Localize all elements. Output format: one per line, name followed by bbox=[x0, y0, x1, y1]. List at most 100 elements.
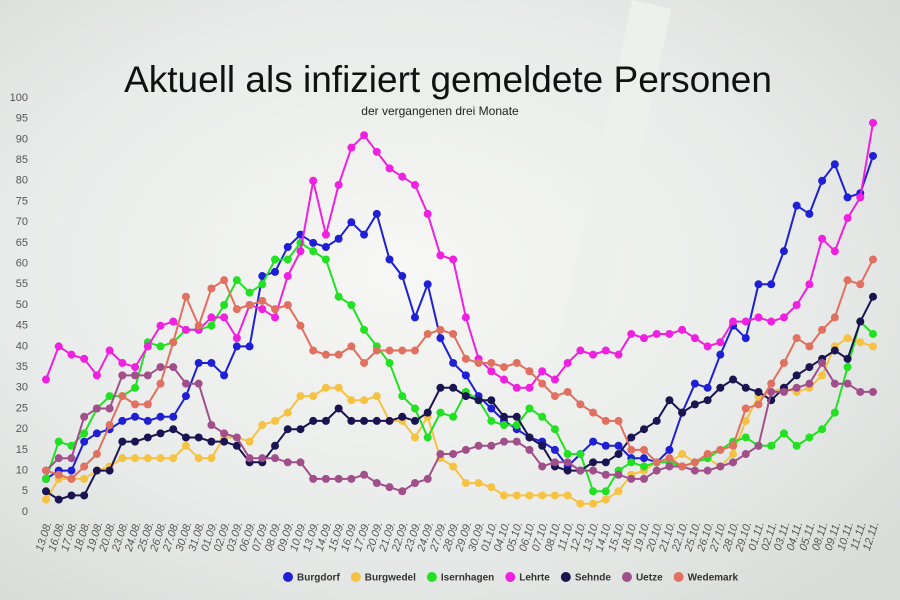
data-point bbox=[296, 425, 305, 434]
data-point bbox=[818, 234, 827, 243]
data-point bbox=[347, 342, 356, 351]
data-point bbox=[487, 358, 496, 367]
data-point bbox=[779, 247, 788, 256]
data-point bbox=[181, 433, 190, 442]
background-straw bbox=[544, 0, 672, 420]
data-point bbox=[156, 429, 165, 438]
data-point bbox=[576, 346, 585, 355]
data-point bbox=[550, 392, 559, 401]
data-point bbox=[321, 474, 330, 483]
data-point bbox=[652, 466, 661, 475]
legend-label: Burgwedel bbox=[365, 573, 416, 584]
data-point bbox=[92, 429, 101, 438]
data-point bbox=[156, 454, 165, 463]
data-point bbox=[716, 462, 725, 471]
data-point bbox=[372, 346, 381, 355]
data-point bbox=[54, 342, 63, 351]
legend-swatch bbox=[621, 572, 632, 582]
data-point bbox=[614, 450, 623, 459]
data-point bbox=[474, 396, 483, 405]
data-point bbox=[309, 474, 318, 483]
data-point bbox=[601, 470, 610, 479]
data-point bbox=[143, 416, 152, 425]
data-point bbox=[283, 301, 292, 309]
data-point bbox=[207, 313, 216, 322]
data-point bbox=[550, 375, 559, 384]
data-point bbox=[80, 354, 89, 363]
data-point bbox=[271, 441, 280, 450]
data-point bbox=[639, 425, 648, 434]
data-point bbox=[321, 243, 330, 252]
data-point bbox=[792, 383, 801, 392]
data-point bbox=[372, 392, 381, 401]
data-point bbox=[207, 437, 216, 446]
data-point bbox=[67, 454, 76, 463]
data-point bbox=[360, 416, 369, 425]
data-point bbox=[487, 396, 496, 405]
data-point bbox=[347, 474, 356, 483]
data-point bbox=[563, 450, 572, 459]
data-point bbox=[449, 329, 458, 338]
data-point bbox=[792, 201, 801, 210]
data-point bbox=[589, 466, 598, 475]
data-point bbox=[474, 358, 483, 367]
data-point bbox=[283, 408, 292, 417]
y-tick-label: 35 bbox=[16, 361, 28, 373]
data-point bbox=[805, 209, 814, 218]
data-point bbox=[818, 325, 827, 334]
data-point bbox=[729, 458, 738, 467]
data-point bbox=[538, 491, 547, 500]
data-point bbox=[690, 334, 699, 343]
data-point bbox=[131, 383, 140, 392]
data-point bbox=[550, 491, 559, 500]
data-point bbox=[678, 408, 687, 417]
data-point bbox=[678, 450, 687, 459]
y-tick-label: 40 bbox=[16, 340, 28, 352]
data-point bbox=[525, 404, 534, 413]
data-point bbox=[372, 416, 381, 425]
data-point bbox=[271, 305, 280, 314]
data-point bbox=[729, 375, 738, 384]
data-point bbox=[843, 334, 852, 343]
data-point bbox=[67, 466, 76, 475]
data-point bbox=[54, 495, 63, 504]
data-point bbox=[869, 342, 877, 351]
data-point bbox=[296, 458, 305, 467]
data-point bbox=[461, 479, 470, 488]
data-point bbox=[54, 454, 63, 463]
data-point bbox=[334, 404, 343, 413]
data-point bbox=[271, 267, 280, 276]
data-point bbox=[601, 487, 610, 496]
data-point bbox=[576, 499, 585, 508]
data-point bbox=[767, 280, 776, 289]
data-point bbox=[665, 396, 674, 405]
data-point bbox=[271, 313, 280, 322]
data-point bbox=[538, 462, 547, 471]
data-point bbox=[334, 180, 343, 189]
data-point bbox=[360, 325, 369, 334]
data-point bbox=[627, 433, 636, 442]
data-point bbox=[220, 313, 229, 322]
data-point bbox=[194, 379, 203, 388]
data-point bbox=[703, 450, 712, 459]
data-point bbox=[360, 131, 369, 140]
data-point bbox=[220, 429, 229, 438]
data-point bbox=[487, 441, 496, 450]
y-tick-label: 95 bbox=[16, 113, 28, 125]
y-tick-label: 30 bbox=[16, 382, 28, 394]
data-point bbox=[309, 247, 318, 256]
data-point bbox=[818, 176, 827, 185]
data-point bbox=[805, 280, 814, 289]
data-point bbox=[360, 396, 369, 405]
data-point bbox=[563, 387, 572, 396]
data-point bbox=[703, 383, 712, 392]
data-point bbox=[67, 350, 76, 359]
y-tick-label: 85 bbox=[16, 154, 28, 166]
data-point bbox=[54, 470, 63, 479]
data-point bbox=[525, 445, 534, 454]
data-point bbox=[309, 176, 318, 185]
data-point bbox=[563, 491, 572, 500]
data-point bbox=[67, 474, 76, 483]
data-point bbox=[80, 437, 89, 446]
data-point bbox=[754, 387, 763, 396]
